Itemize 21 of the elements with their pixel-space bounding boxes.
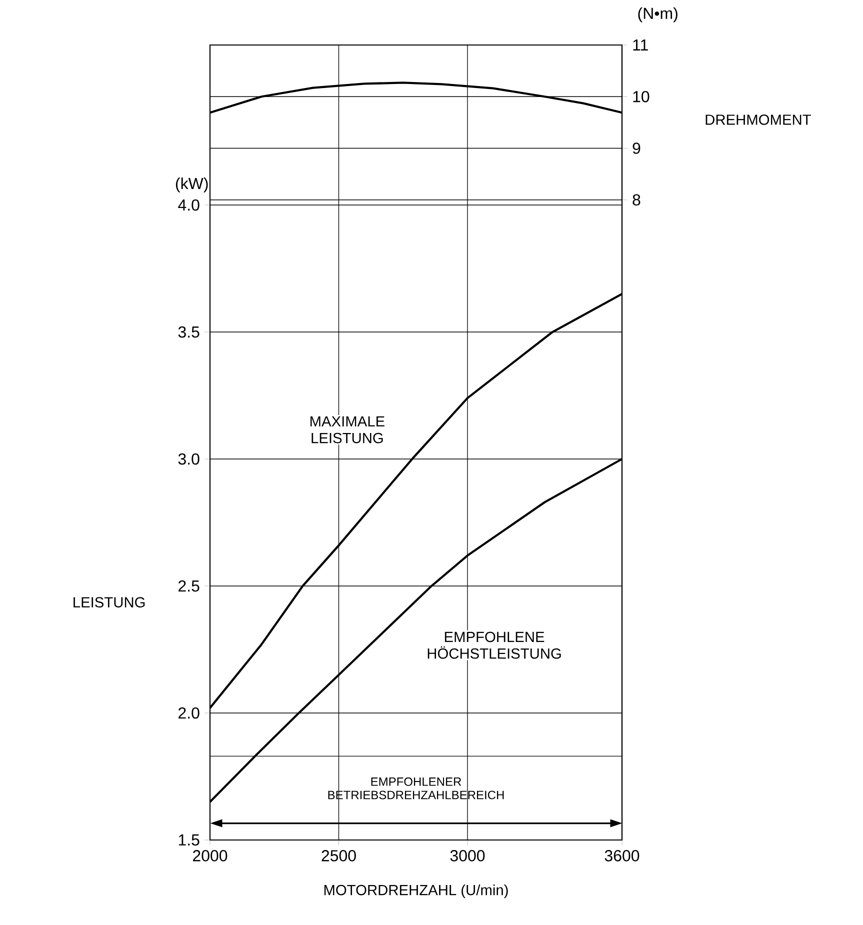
text: (kW) xyxy=(176,177,208,192)
x-tick-label: 3000 xyxy=(450,850,485,862)
text: MAXIMALE LEISTUNG xyxy=(310,416,384,444)
y-tick-label: 3.0 xyxy=(178,453,200,465)
y-tick-label: 2.5 xyxy=(178,580,200,592)
y2-tick-label: 11 xyxy=(633,40,648,50)
y-tick-label: 2.0 xyxy=(178,707,200,719)
y-axis-title: LEISTUNG xyxy=(74,597,145,608)
x-tick-label: 3600 xyxy=(604,850,640,862)
y2-axis-title: DREHMOMENT xyxy=(706,114,811,125)
text: (N•m) xyxy=(638,7,678,22)
y-tick-label: 3.5 xyxy=(178,326,200,338)
y-tick-label: 1.5 xyxy=(178,834,200,846)
y2-tick-label: 10 xyxy=(633,90,650,102)
text: EMPFOHLENE HÖCHSTLEISTUNG xyxy=(428,632,561,659)
y-tick-label: 4.0 xyxy=(178,199,200,211)
y2-tick-label: 9 xyxy=(632,142,640,154)
x-tick-label: 2500 xyxy=(322,850,356,862)
x-axis-title: MOTORDREHZAHL (U/min) xyxy=(324,884,508,898)
x-tick-label: 2000 xyxy=(192,850,228,862)
y2-tick-label: 8 xyxy=(632,194,640,206)
